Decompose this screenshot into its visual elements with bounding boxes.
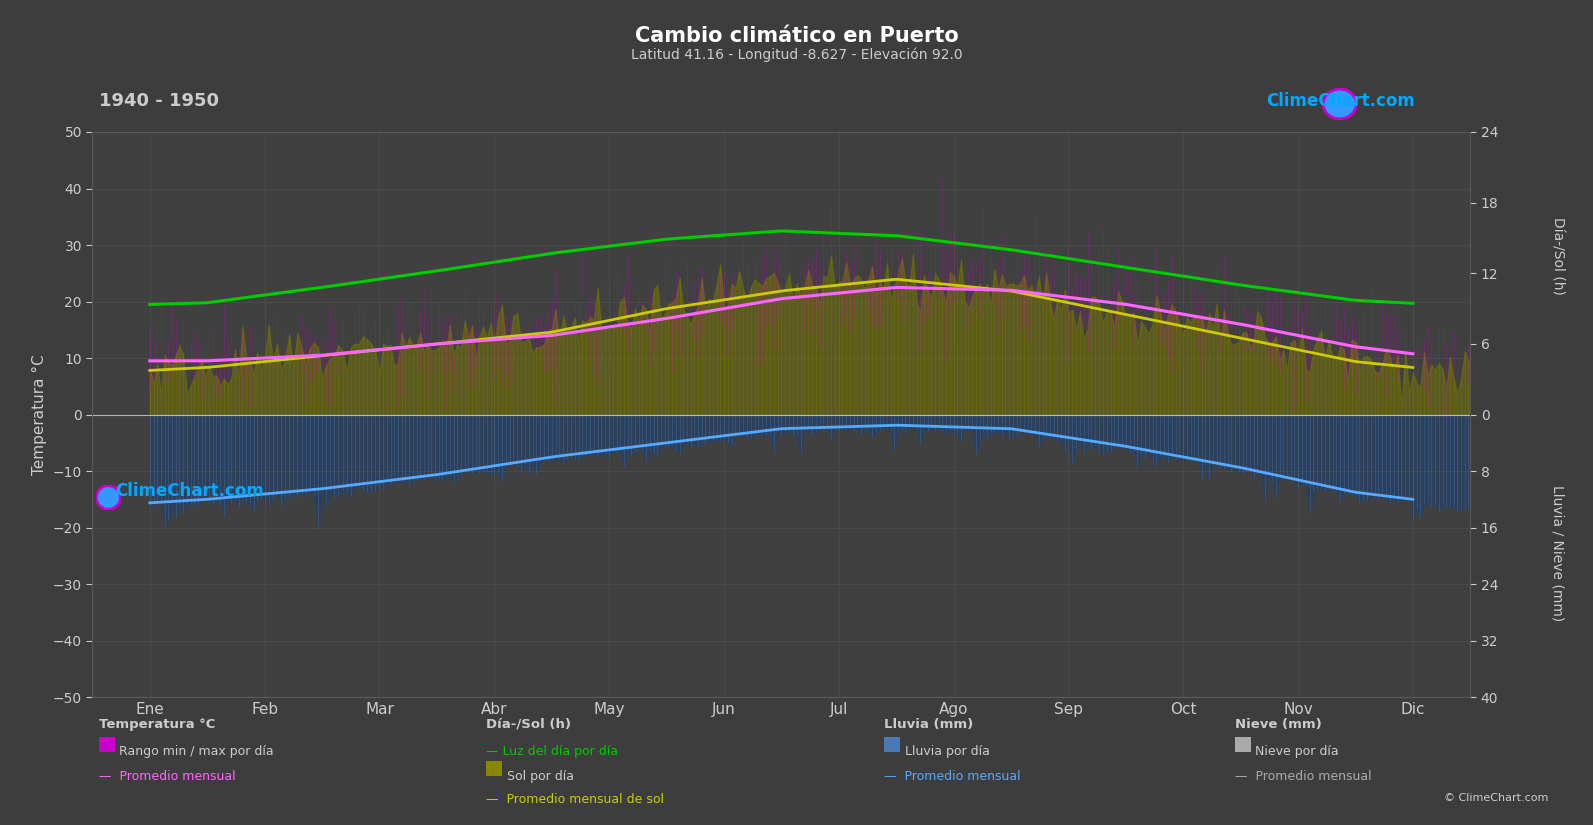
Text: —  Promedio mensual de sol: — Promedio mensual de sol	[486, 793, 664, 806]
Text: Nieve (mm): Nieve (mm)	[1235, 718, 1321, 731]
Y-axis label: Temperatura °C: Temperatura °C	[32, 354, 48, 475]
Text: Cambio climático en Puerto: Cambio climático en Puerto	[634, 26, 959, 46]
Text: Temperatura °C: Temperatura °C	[99, 718, 215, 731]
Circle shape	[97, 487, 119, 508]
Text: ClimeChart.com: ClimeChart.com	[1266, 92, 1415, 111]
Circle shape	[1325, 91, 1354, 117]
Text: Lluvia (mm): Lluvia (mm)	[884, 718, 973, 731]
Text: Día-/Sol (h): Día-/Sol (h)	[486, 718, 570, 731]
Text: —  Promedio mensual: — Promedio mensual	[884, 770, 1021, 783]
Text: © ClimeChart.com: © ClimeChart.com	[1443, 793, 1548, 803]
Text: Lluvia / Nieve (mm): Lluvia / Nieve (mm)	[1552, 484, 1564, 621]
Text: Nieve por día: Nieve por día	[1255, 745, 1338, 758]
Text: — Luz del día por día: — Luz del día por día	[486, 745, 618, 758]
Text: Rango min / max por día: Rango min / max por día	[119, 745, 274, 758]
Text: Día-/Sol (h): Día-/Sol (h)	[1552, 217, 1564, 295]
Text: Latitud 41.16 - Longitud -8.627 - Elevación 92.0: Latitud 41.16 - Longitud -8.627 - Elevac…	[631, 47, 962, 62]
Text: Lluvia por día: Lluvia por día	[905, 745, 989, 758]
Text: ClimeChart.com: ClimeChart.com	[115, 482, 263, 500]
Text: —  Promedio mensual: — Promedio mensual	[1235, 770, 1372, 783]
Text: 1940 - 1950: 1940 - 1950	[99, 92, 218, 111]
Text: —  Promedio mensual: — Promedio mensual	[99, 770, 236, 783]
Text: Sol por día: Sol por día	[507, 770, 573, 783]
